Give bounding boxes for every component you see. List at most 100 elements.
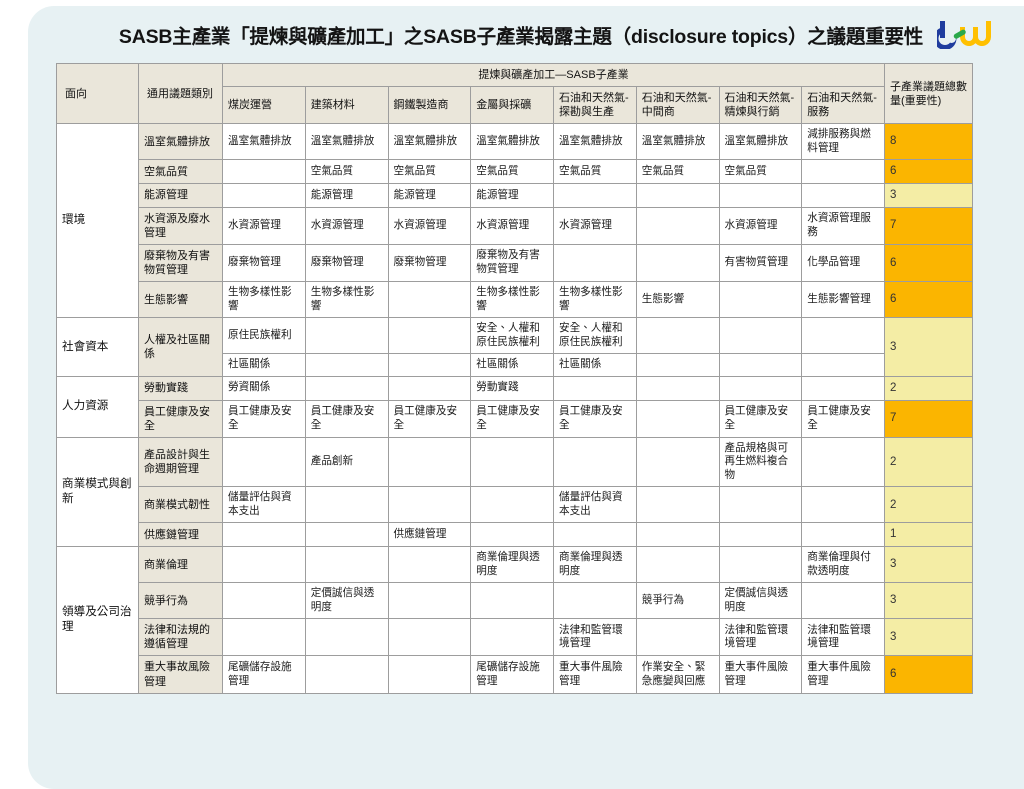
disclosure-topic-cell: 生態影響: [635, 281, 720, 319]
disclosure-topic-cell-empty: [304, 546, 389, 584]
generic-topic-cell: 供應鏈管理: [138, 522, 223, 548]
disclosure-topic-cell-empty: [801, 375, 885, 401]
disclosure-topic-cell-empty: [635, 436, 720, 488]
disclosure-topic-cell: 安全、人權和原住民族權利: [553, 317, 637, 355]
total-count-cell: 6: [884, 159, 973, 185]
disclosure-topic-cell-empty: [387, 546, 472, 584]
table-row: 領導及公司治理 商業倫理 商業倫理與透明度 商業倫理與透明度 商業倫理與付款透明度 3: [56, 546, 973, 694]
dimension-cell: 人力資源: [56, 375, 139, 438]
disclosure-topic-cell-empty: [387, 582, 472, 620]
disclosure-topic-cell: 社區關係: [470, 353, 554, 377]
total-count-cell: 2: [884, 486, 973, 524]
disclosure-topic-cell-empty: [635, 486, 720, 524]
generic-topic-cell: 廢棄物及有害物質管理: [138, 243, 223, 283]
disclosure-topic-cell: 原住民族權利: [222, 317, 306, 355]
disclosure-topic-cell: 產品規格與可再生燃料複合物: [718, 436, 803, 488]
disclosure-topic-cell: 空氣品質: [635, 159, 720, 185]
total-count-cell: 6: [884, 655, 973, 694]
disclosure-topic-cell: 溫室氣體排放: [387, 123, 472, 161]
disclosure-topic-cell-empty: [635, 375, 720, 401]
disclosure-topic-cell: 員工健康及安全: [801, 399, 885, 438]
disclosure-topic-cell-empty: [718, 546, 803, 584]
page-title: SASB主產業「提煉與礦產加工」之SASB子產業揭露主題（disclosure …: [118, 25, 924, 48]
disclosure-topic-cell-empty: [635, 546, 720, 584]
disclosure-topic-cell: 廢棄物及有害物質管理: [470, 243, 554, 283]
disclosure-topic-cell: 安全、人權和原住民族權利: [470, 317, 554, 355]
disclosure-topic-cell: 減排服務與燃料管理: [801, 123, 885, 161]
generic-topic-cell: 商業模式韌性: [138, 486, 223, 524]
generic-topic-cell: 空氣品質: [138, 159, 223, 185]
disclosure-topic-cell: 尾礦儲存設施管理: [470, 655, 554, 694]
disclosure-topic-cell-empty: [801, 317, 885, 355]
disclosure-topic-cell: 法律和監管環境管理: [801, 618, 885, 657]
generic-topic-cell: 員工健康及安全: [138, 399, 223, 438]
disclosure-topic-cell: 員工健康及安全: [222, 399, 306, 438]
total-count-cell: 3: [884, 546, 973, 584]
disclosure-topic-cell: 溫室氣體排放: [553, 123, 637, 161]
disclosure-topic-cell: 定價誠信與透明度: [304, 582, 389, 620]
table-row: 重大事故風險管理 尾礦儲存設施管理 尾礦儲存設施管理 重大事件風險管理 作業安全、緊急應…: [57, 655, 973, 694]
disclosure-topic-cell: 商業倫理與透明度: [470, 546, 554, 584]
disclosure-topic-cell: 溫室氣體排放: [222, 123, 306, 161]
disclosure-topic-cell-empty: [801, 353, 885, 377]
disclosure-topic-cell-empty: [553, 243, 637, 283]
disclosure-topic-cell: 溫室氣體排放: [470, 123, 554, 161]
table-row: 水資源及廢水管理 水資源管理 水資源管理 水資源管理 水資源管理 水資源管理 水資源管理 水資…: [57, 206, 973, 245]
disclosure-topic-cell: 水資源管理: [553, 206, 637, 245]
disclosure-topic-cell-empty: [470, 486, 554, 524]
disclosure-topic-cell: 水資源管理: [470, 206, 554, 245]
total-count-cell: 7: [884, 399, 973, 438]
disclosure-topic-cell: 水資源管理: [387, 206, 472, 245]
disclosure-topic-cell: 空氣品質: [387, 159, 472, 185]
dimension-cell: 環境: [56, 123, 139, 319]
generic-topic-cell: 能源管理: [138, 183, 223, 208]
table-row: 員工健康及安全 員工健康及安全 員工健康及安全 員工健康及安全 員工健康及安全 員工健康及…: [57, 399, 973, 438]
disclosure-topic-cell-empty: [222, 522, 306, 548]
disclosure-topic-cell-empty: [553, 375, 637, 401]
col-header-subindustry-7: 石油和天然氣-精煉與行銷: [718, 86, 803, 125]
disclosure-topic-cell-empty: [470, 582, 554, 620]
table-row: 生態影響 生物多樣性影響 生物多樣性影響 生物多樣性影響 生物多樣性影響 生態影響 生態影響…: [57, 281, 973, 319]
disclosure-topic-cell-empty: [801, 183, 885, 208]
dimension-cell: 領導及公司治理: [56, 546, 139, 694]
generic-topic-cell: 勞動實踐: [138, 375, 223, 401]
disclosure-topic-cell: 廢棄物管理: [387, 243, 472, 283]
generic-topic-cell: 競爭行為: [138, 582, 223, 620]
disclosure-topic-cell: 勞資關係: [222, 375, 306, 401]
disclosure-topic-cell-empty: [635, 183, 720, 208]
generic-topic-cell: 人權及社區關係: [138, 317, 223, 377]
disclosure-topic-cell-empty: [635, 522, 720, 548]
table-row: 環境 溫室氣體排放 溫室氣體排放 溫室氣體排放 溫室氣體排放 溫室氣體排放 溫室氣體排放 溫室…: [56, 123, 973, 319]
col-header-subindustry-8: 石油和天然氣-服務: [801, 86, 885, 125]
col-header-subindustry-2: 建築材料: [304, 86, 389, 125]
dimension-cell: 商業模式與創新: [56, 436, 139, 548]
disclosure-topic-cell: 水資源管理服務: [801, 206, 885, 245]
disclosure-topic-cell: 重大事件風險管理: [801, 655, 885, 694]
disclosure-topic-cell-empty: [718, 375, 803, 401]
disclosure-topic-cell: 競爭行為: [635, 582, 720, 620]
disclosure-topic-cell: 勞動實踐: [470, 375, 554, 401]
table-row: 競爭行為 定價誠信與透明度 競爭行為 定價誠信與透明度 3: [57, 582, 973, 620]
disclosure-topic-cell-empty: [801, 486, 885, 524]
generic-topic-cell: 水資源及廢水管理: [138, 206, 223, 245]
disclosure-topic-cell: 溫室氣體排放: [635, 123, 720, 161]
disclosure-topic-cell: 廢棄物管理: [304, 243, 389, 283]
disclosure-topic-cell-empty: [718, 522, 803, 548]
disclosure-topic-cell-empty: [304, 655, 389, 694]
disclosure-topic-cell-empty: [387, 618, 472, 657]
disclosure-topic-cell-empty: [635, 206, 720, 245]
total-count-cell: 3: [884, 317, 973, 377]
total-count-cell: 6: [884, 281, 973, 319]
disclosure-topic-cell-empty: [304, 522, 389, 548]
disclosure-topic-cell: 尾礦儲存設施管理: [222, 655, 306, 694]
disclosure-topic-cell: 員工健康及安全: [470, 399, 554, 438]
generic-topic-cell: 法律和法規的遵循管理: [138, 618, 223, 657]
disclosure-topic-cell: 生物多樣性影響: [470, 281, 554, 319]
col-header-subindustry-5: 石油和天然氣-探勘與生產: [553, 86, 637, 125]
disclosure-topic-cell: 生物多樣性影響: [304, 281, 389, 319]
disclosure-topic-cell-empty: [553, 183, 637, 208]
disclosure-topic-cell-empty: [718, 486, 803, 524]
total-count-cell: 7: [884, 206, 973, 245]
disclosure-topic-cell-empty: [304, 353, 389, 377]
generic-topic-cell: 溫室氣體排放: [138, 123, 223, 161]
